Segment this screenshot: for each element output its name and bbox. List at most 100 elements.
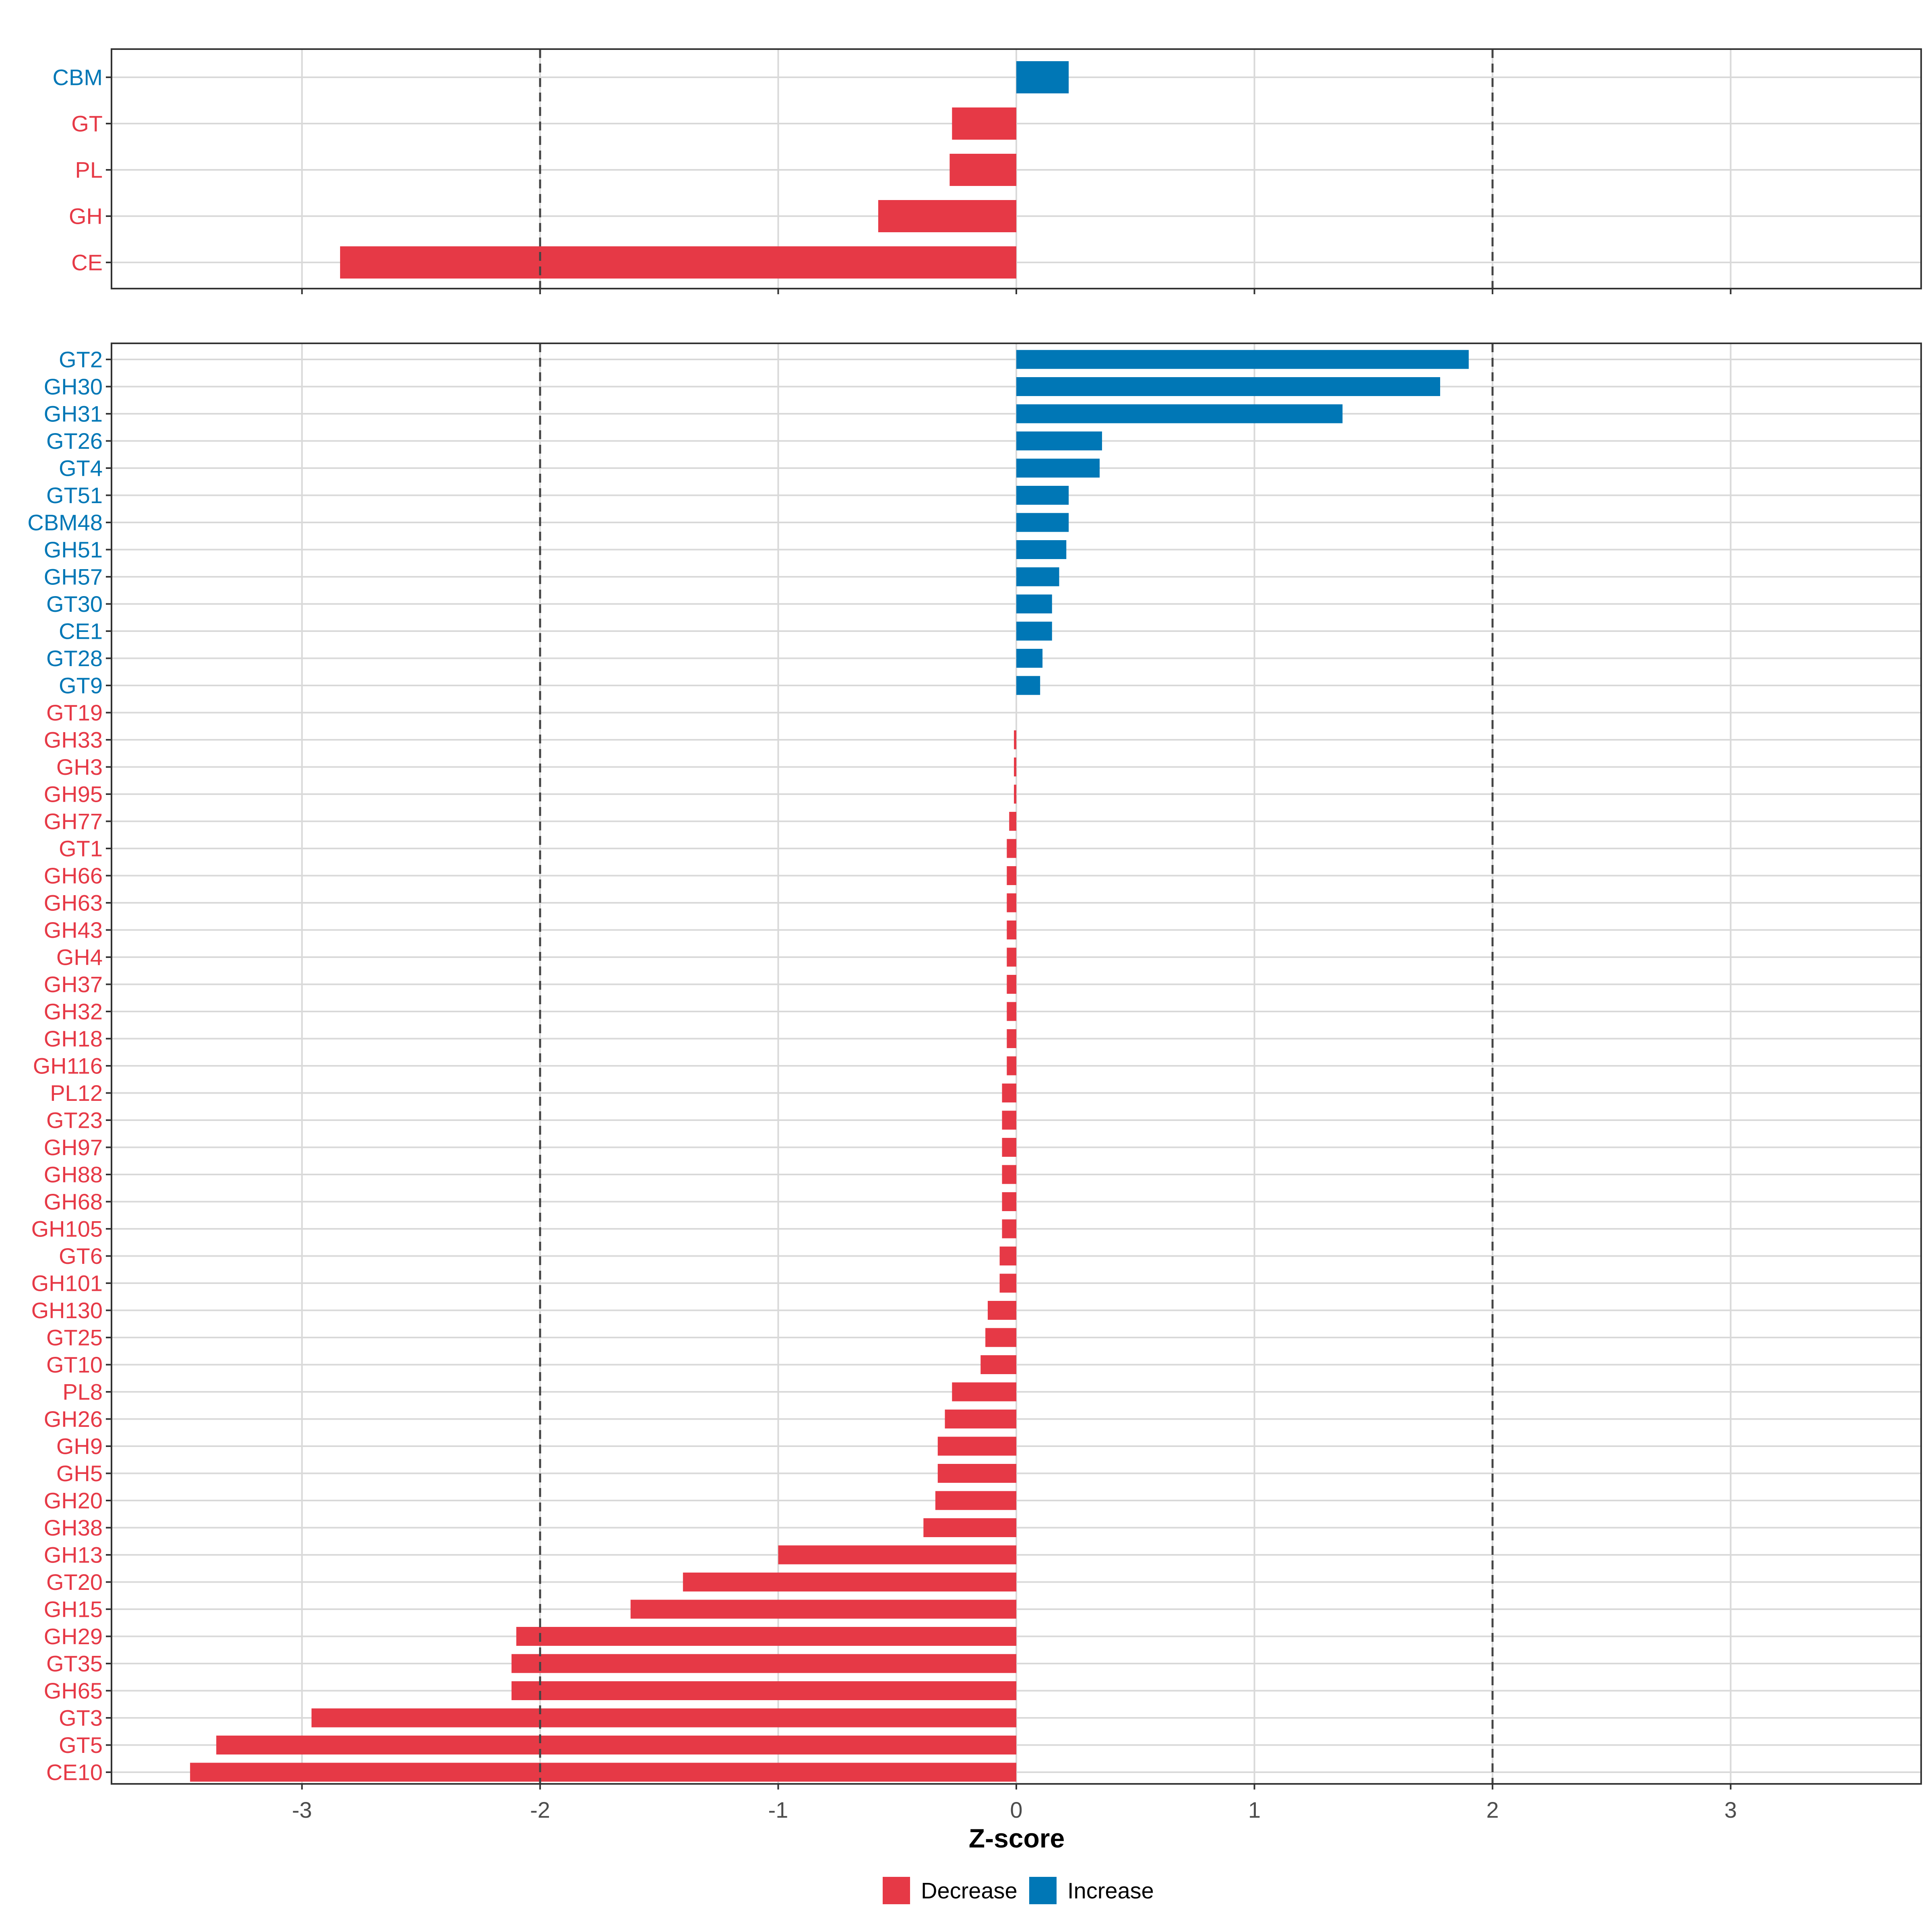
legend-label-increase: Increase	[1067, 1878, 1154, 1903]
bar-gh57	[1016, 567, 1059, 586]
y-tick-label: GT	[71, 111, 103, 136]
y-tick-label: GH77	[44, 809, 103, 834]
y-tick-label: GT10	[46, 1352, 103, 1377]
panel-bottom: GT2GH30GH31GT26GT4GT51CBM48GH51GH57GT30C…	[27, 343, 1922, 1823]
bar-gt9	[1016, 676, 1040, 695]
y-tick-label: CBM	[53, 65, 103, 90]
bar-gt5	[216, 1736, 1017, 1754]
bar-gh33	[1014, 730, 1016, 749]
bar-gt26	[1016, 431, 1102, 450]
bar-gt6	[999, 1247, 1016, 1265]
bar-gh66	[1007, 866, 1016, 885]
y-tick-label: GH18	[44, 1026, 103, 1051]
panel-top: CBM GT PL GH CE	[53, 48, 1922, 294]
bar-gt2	[1016, 350, 1469, 369]
y-tick-label: GH57	[44, 564, 103, 590]
y-tick-label: GT35	[46, 1651, 103, 1676]
x-tick-label: -2	[530, 1797, 550, 1823]
bar-gh77	[1009, 812, 1016, 831]
y-tick-label: GH130	[31, 1298, 103, 1323]
x-axis-title: Z-score	[969, 1823, 1065, 1853]
y-tick-label: GT25	[46, 1325, 103, 1350]
bar-gh38	[923, 1518, 1016, 1537]
bar-cbm	[1016, 61, 1069, 93]
y-tick-label: CE	[71, 250, 103, 275]
bar-gh101	[999, 1274, 1016, 1293]
bar-gh18	[1007, 1029, 1016, 1048]
y-tick-label: GH4	[56, 945, 103, 970]
x-tick-label: 0	[1010, 1797, 1022, 1823]
y-tick-label: GH20	[44, 1488, 103, 1513]
y-tick-label: GT23	[46, 1108, 103, 1133]
y-tick-label: GT30	[46, 591, 103, 617]
bar-ce10	[190, 1763, 1017, 1782]
bar-gh26	[945, 1410, 1016, 1428]
bar-gh29	[516, 1627, 1016, 1646]
legend-swatch-decrease	[883, 1877, 910, 1904]
y-tick-label: CE10	[46, 1760, 103, 1785]
bar-gh68	[1002, 1192, 1016, 1211]
bar-gh5	[937, 1464, 1016, 1483]
y-tick-label: GT1	[59, 836, 103, 861]
y-tick-label: GH66	[44, 863, 103, 888]
y-tick-label: GH101	[31, 1271, 103, 1296]
y-tick-label: GH29	[44, 1624, 103, 1649]
y-tick-label: GT6	[59, 1243, 103, 1269]
bar-gt51	[1016, 486, 1069, 505]
y-tick-label: GT51	[46, 483, 103, 508]
bar-gh4	[1007, 947, 1016, 967]
y-tick-label: GH63	[44, 890, 103, 916]
y-tick-label: GT28	[46, 646, 103, 671]
y-tick-label: GH9	[56, 1434, 103, 1459]
y-tick-label: GT19	[46, 700, 103, 725]
y-tick-label: GH32	[44, 999, 103, 1024]
bar-gh65	[511, 1681, 1016, 1700]
bar-gh30	[1016, 377, 1441, 396]
bar-gh3	[1014, 758, 1016, 776]
y-tick-label: GT9	[59, 673, 103, 698]
bar-ce	[340, 246, 1016, 279]
bar-gt35	[511, 1654, 1016, 1673]
x-tick-label: 3	[1724, 1797, 1737, 1823]
y-tick-label: PL12	[50, 1080, 103, 1106]
bar-pl8	[952, 1382, 1016, 1402]
x-tick-label: 2	[1486, 1797, 1499, 1823]
y-tick-label: GH68	[44, 1189, 103, 1214]
y-tick-label: CBM48	[27, 510, 103, 535]
y-tick-label: PL	[75, 157, 103, 183]
bar-gh	[878, 200, 1016, 232]
bar-gt28	[1016, 649, 1043, 668]
legend: Decrease Increase	[883, 1877, 1154, 1904]
bar-gh51	[1016, 540, 1067, 559]
bar-gt25	[985, 1328, 1016, 1347]
bar-gh97	[1002, 1138, 1016, 1157]
bar-gh13	[778, 1545, 1016, 1565]
y-tick-label: CE1	[59, 619, 103, 644]
x-tick-label: -3	[292, 1797, 312, 1823]
y-tick-label: GH13	[44, 1542, 103, 1568]
bar-gt23	[1002, 1110, 1016, 1130]
y-tick-label: GT26	[46, 428, 103, 454]
y-tick-label: GH30	[44, 374, 103, 399]
bar-gt	[952, 107, 1016, 140]
bar-ce1	[1016, 621, 1052, 641]
bar-pl12	[1002, 1084, 1016, 1102]
bar-gh116	[1007, 1056, 1016, 1075]
bar-gh9	[937, 1437, 1016, 1456]
bar-gh43	[1007, 921, 1016, 939]
y-tick-label: GT3	[59, 1705, 103, 1731]
y-tick-label: GH	[69, 204, 103, 229]
bar-pl	[949, 154, 1016, 186]
bar-gh130	[988, 1301, 1016, 1320]
bar-gh88	[1002, 1165, 1016, 1184]
y-tick-label: GH116	[33, 1053, 103, 1079]
bar-gt4	[1016, 458, 1100, 478]
y-tick-label: PL8	[62, 1379, 103, 1405]
y-tick-label: GH33	[44, 727, 103, 753]
bar-gh32	[1007, 1002, 1016, 1021]
y-tick-label: GH88	[44, 1162, 103, 1187]
legend-swatch-increase	[1029, 1877, 1057, 1904]
y-tick-label: GH105	[31, 1216, 103, 1242]
legend-label-decrease: Decrease	[921, 1878, 1018, 1903]
